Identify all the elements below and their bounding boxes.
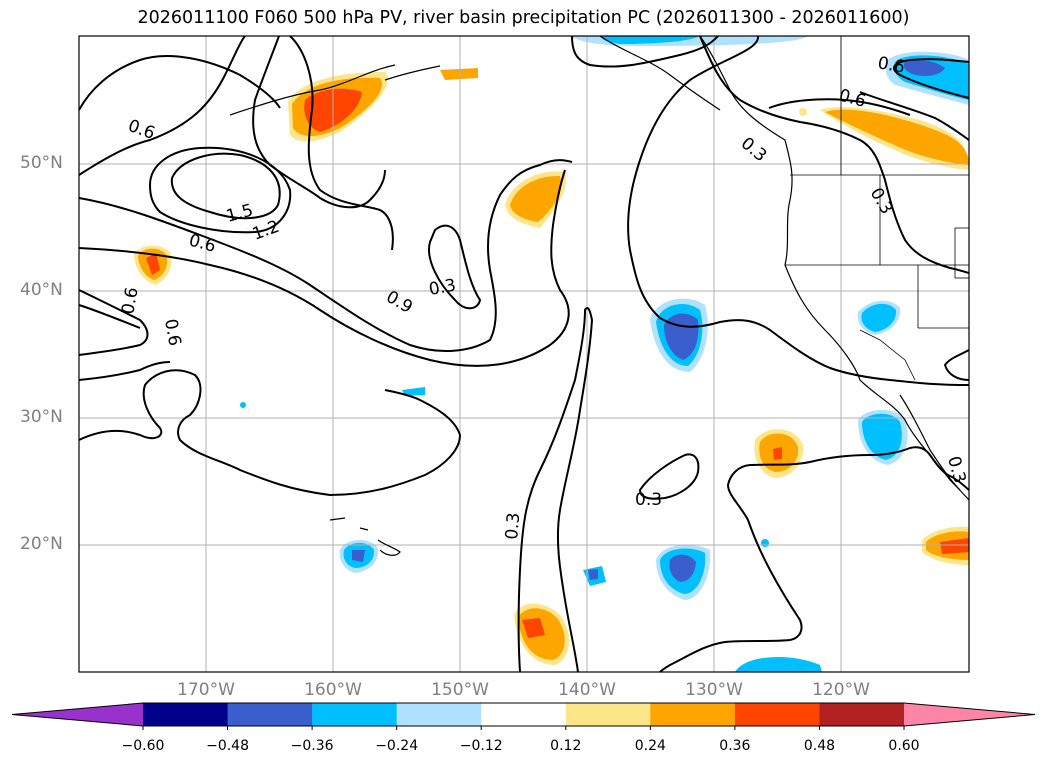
colorbar-segment: [481, 703, 567, 726]
lon-label-130w: 130°W: [685, 680, 743, 700]
colorbar-tick-label: 0.36: [719, 738, 751, 754]
colorbar-segment: [312, 703, 398, 726]
colorbar-tick-label: −0.12: [459, 738, 503, 754]
colorbar-segment: [143, 703, 229, 726]
pv-label-9: 0.6: [876, 53, 906, 77]
map-title: 2026011100 F060 500 hPa PV, river basin …: [137, 8, 910, 28]
colorbar-tick-label: −0.24: [375, 738, 419, 754]
precip-anomaly-fill: [134, 36, 969, 672]
lat-label-30n: 30°N: [20, 407, 63, 427]
colorbar-tick-label: 0.48: [803, 738, 836, 754]
lon-label-170w: 170°W: [177, 680, 235, 700]
colorbar-segment: [650, 703, 736, 726]
colorbar-tick-label: −0.60: [121, 738, 165, 754]
pv-label-7: 0.6: [160, 317, 184, 347]
colorbar-tick-label: −0.36: [290, 738, 334, 754]
colorbar-tick-label: 0.12: [550, 738, 582, 754]
colorbar: [11, 702, 1036, 730]
lat-label-20n: 20°N: [20, 534, 63, 554]
state-borders: [785, 36, 969, 381]
lon-label-120w: 120°W: [812, 680, 870, 700]
colorbar-extend-low: [12, 703, 143, 726]
pv-label-11: 0.3: [635, 490, 662, 510]
pv-contours: [78, 35, 970, 673]
colorbar-segment: [227, 703, 313, 726]
colorbar-segment: [734, 703, 820, 726]
pv-label-5: 0.3: [427, 276, 457, 300]
pv-label-8: 0.3: [502, 512, 524, 541]
colorbar-segment: [565, 703, 651, 726]
lon-label-150w: 150°W: [431, 680, 489, 700]
lon-label-140w: 140°W: [558, 680, 616, 700]
pv-label-6: 0.6: [118, 286, 142, 316]
graticule: [79, 36, 969, 672]
colorbar-extend-high: [904, 703, 1035, 726]
lon-label-160w: 160°W: [304, 680, 362, 700]
map-frame: [78, 35, 970, 673]
lat-label-40n: 40°N: [20, 280, 63, 300]
colorbar-tick-label: 0.24: [634, 738, 666, 754]
pv-contour-labels: 0.6 1.5 1.2 0.6 0.9 0.3 0.6 0.6 0.3 0.6 …: [118, 53, 969, 540]
lat-label-50n: 50°N: [20, 153, 63, 173]
colorbar-tick-label: 0.60: [888, 738, 920, 754]
colorbar-segment: [396, 703, 482, 726]
colorbar-segment: [819, 703, 905, 726]
colorbar-tick-label: −0.48: [206, 738, 249, 754]
